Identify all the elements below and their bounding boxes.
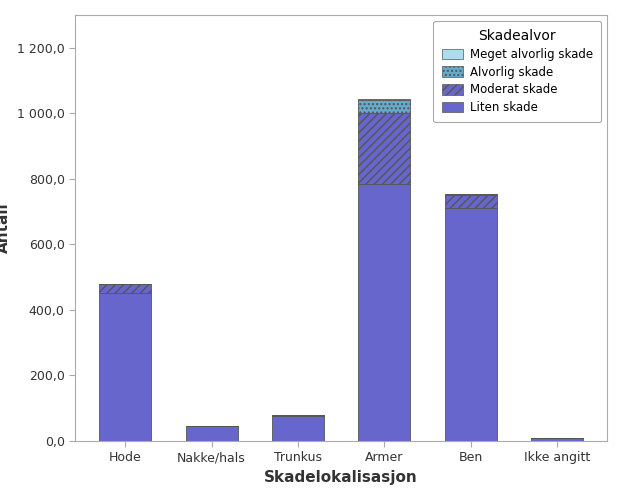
Bar: [445, 193, 496, 195]
Bar: [186, 426, 237, 441]
Bar: [445, 208, 496, 441]
Bar: [100, 284, 151, 294]
Bar: [359, 100, 410, 113]
Legend: Meget alvorlig skade, Alvorlig skade, Moderat skade, Liten skade: Meget alvorlig skade, Alvorlig skade, Mo…: [433, 21, 602, 122]
Bar: [272, 416, 324, 441]
Bar: [359, 184, 410, 441]
Bar: [359, 113, 410, 184]
Bar: [359, 99, 410, 100]
Bar: [100, 294, 151, 441]
X-axis label: Skadelokalisasjon: Skadelokalisasjon: [264, 470, 418, 485]
Y-axis label: Antall: Antall: [0, 202, 11, 254]
Bar: [445, 195, 496, 208]
Bar: [531, 437, 583, 441]
Bar: [272, 415, 324, 416]
